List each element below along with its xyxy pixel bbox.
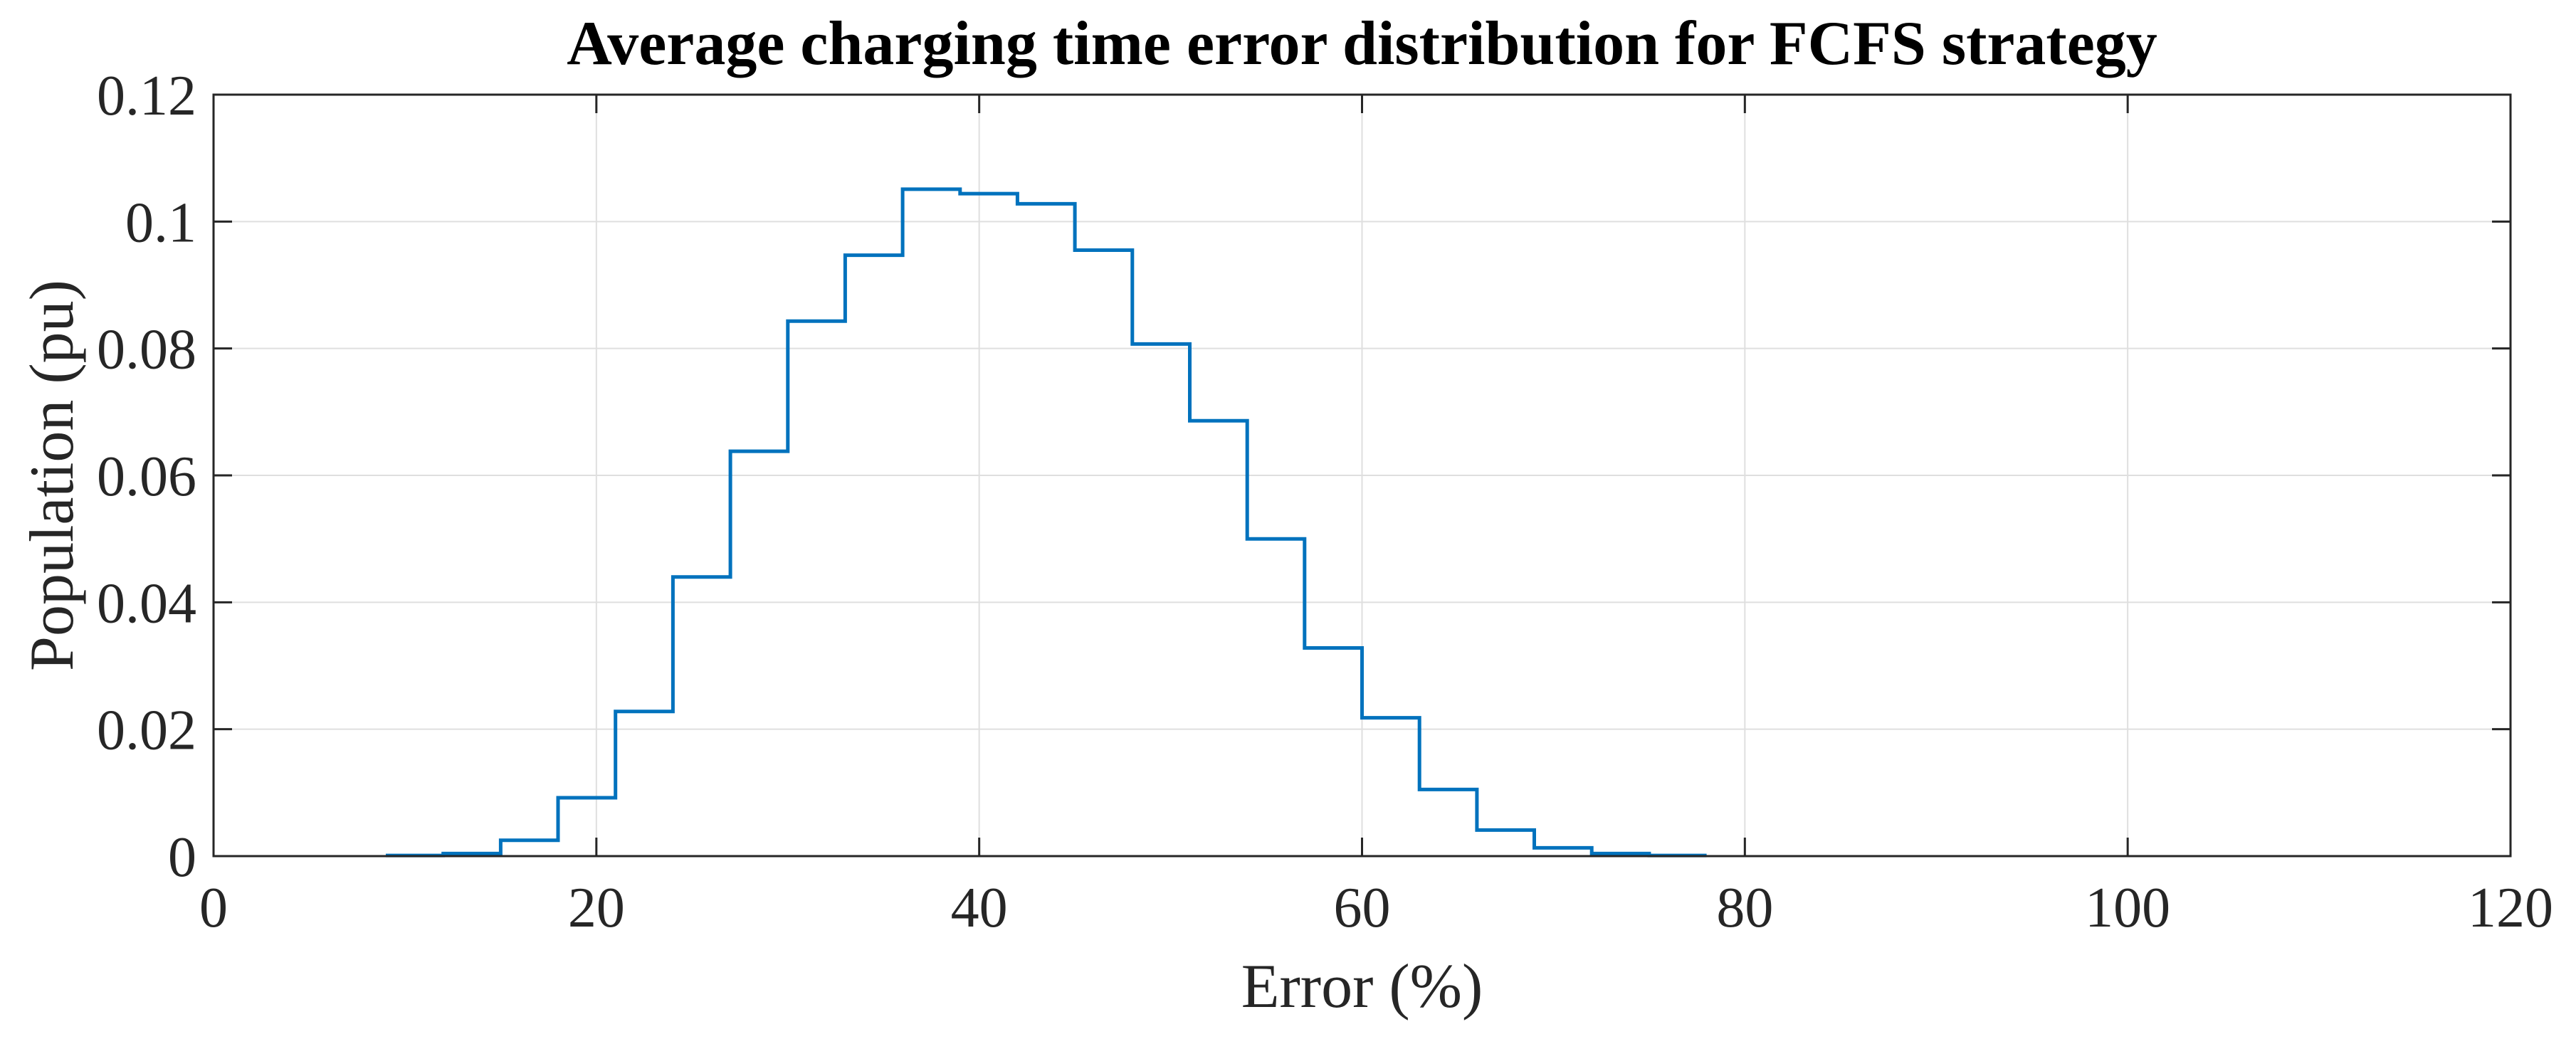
x-tick-label: 80 — [1716, 877, 1773, 939]
y-tick-label: 0.08 — [97, 319, 196, 381]
y-axis: 0 0.02 0.04 0.06 0.08 0.1 0.12 — [97, 65, 2511, 889]
y-tick-label: 0.1 — [125, 191, 196, 254]
chart-title: Average charging time error distribution… — [567, 9, 2157, 78]
y-tick-label: 0 — [168, 826, 196, 889]
x-tick-label: 60 — [1334, 877, 1391, 939]
grid — [214, 95, 2511, 856]
y-tick-label: 0.02 — [97, 700, 196, 762]
x-tick-label: 100 — [2085, 877, 2170, 939]
x-axis-label: Error (%) — [1241, 952, 1483, 1021]
y-tick-label: 0.06 — [97, 445, 196, 508]
y-axis-label: Population (pu) — [18, 280, 87, 671]
data-series — [386, 187, 1707, 858]
series-layer — [386, 187, 1707, 858]
x-axis: 0 20 40 60 80 100 120 — [199, 95, 2553, 939]
series-line — [386, 187, 1707, 858]
x-tick-label: 40 — [951, 877, 1008, 939]
y-tick-label: 0.04 — [97, 572, 196, 635]
y-tick-label: 0.12 — [97, 65, 196, 127]
x-tick-label: 0 — [199, 877, 228, 939]
x-tick-label: 120 — [2468, 877, 2553, 939]
x-tick-label: 20 — [568, 877, 625, 939]
